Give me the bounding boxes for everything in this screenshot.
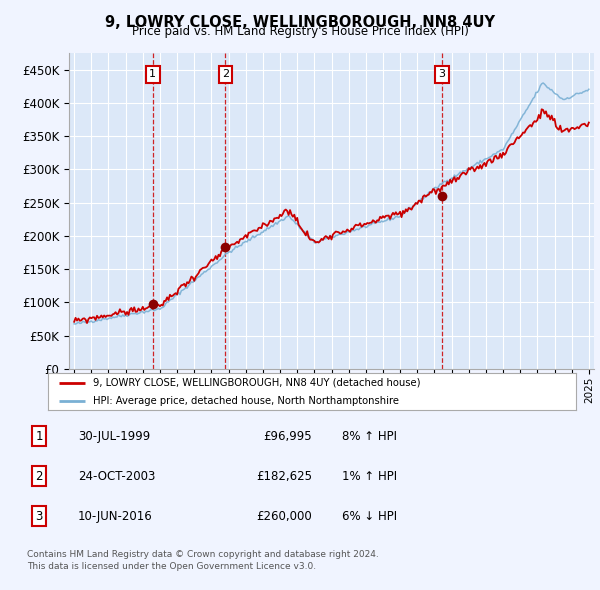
Text: 9, LOWRY CLOSE, WELLINGBOROUGH, NN8 4UY: 9, LOWRY CLOSE, WELLINGBOROUGH, NN8 4UY	[105, 15, 495, 30]
Text: £260,000: £260,000	[256, 510, 312, 523]
Text: Price paid vs. HM Land Registry's House Price Index (HPI): Price paid vs. HM Land Registry's House …	[131, 25, 469, 38]
Text: Contains HM Land Registry data © Crown copyright and database right 2024.
This d: Contains HM Land Registry data © Crown c…	[27, 550, 379, 571]
Text: 6% ↓ HPI: 6% ↓ HPI	[342, 510, 397, 523]
Text: 1: 1	[149, 70, 156, 80]
Text: 24-OCT-2003: 24-OCT-2003	[78, 470, 155, 483]
Text: 10-JUN-2016: 10-JUN-2016	[78, 510, 153, 523]
Text: 2: 2	[222, 70, 229, 80]
Text: 30-JUL-1999: 30-JUL-1999	[78, 430, 150, 442]
Text: 3: 3	[439, 70, 445, 80]
Text: HPI: Average price, detached house, North Northamptonshire: HPI: Average price, detached house, Nort…	[93, 395, 399, 405]
Text: 1% ↑ HPI: 1% ↑ HPI	[342, 470, 397, 483]
Text: £182,625: £182,625	[256, 470, 312, 483]
Text: 3: 3	[35, 510, 43, 523]
Text: 8% ↑ HPI: 8% ↑ HPI	[342, 430, 397, 442]
Text: 1: 1	[35, 430, 43, 442]
Text: 2: 2	[35, 470, 43, 483]
Text: 9, LOWRY CLOSE, WELLINGBOROUGH, NN8 4UY (detached house): 9, LOWRY CLOSE, WELLINGBOROUGH, NN8 4UY …	[93, 378, 421, 388]
Text: £96,995: £96,995	[263, 430, 312, 442]
